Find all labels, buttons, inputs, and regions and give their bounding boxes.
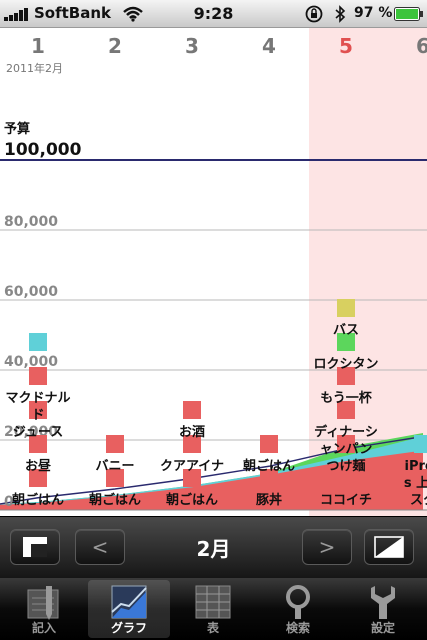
expense-label: ド — [31, 408, 44, 423]
expense-label: ディナーシ — [314, 424, 378, 440]
expense-marker[interactable] — [183, 435, 201, 453]
day-label: 5 — [339, 34, 353, 58]
expense-marker[interactable] — [337, 333, 355, 351]
expense-label: クアアイナ — [160, 459, 224, 474]
expense-label: お昼 — [25, 458, 51, 474]
wifi-icon — [123, 6, 143, 22]
wrench-icon — [371, 586, 395, 619]
signal-strength-icon — [4, 8, 28, 21]
expense-marker[interactable] — [260, 435, 278, 453]
chevron-left-icon: < — [91, 535, 109, 559]
tab-label: 検索 — [285, 621, 310, 635]
day-label: 4 — [262, 34, 276, 58]
bluetooth-icon — [335, 5, 346, 23]
expense-marker[interactable] — [29, 333, 47, 351]
expense-label: スタ — [410, 493, 427, 508]
diagonal-expand-icon — [374, 536, 404, 558]
clock-time: 9:28 — [193, 4, 234, 23]
battery-percent: 97 % — [354, 5, 393, 21]
expense-label: ジュース — [13, 425, 63, 440]
tab-label: グラフ — [110, 621, 147, 635]
tab-bar: 記入 グラフ 表 検索 設定 — [0, 578, 427, 640]
expense-label: ロクシタン — [313, 357, 378, 372]
expense-label: もう一杯 — [320, 390, 373, 406]
y-tick-label: 0 — [4, 494, 14, 510]
expense-marker[interactable] — [29, 469, 47, 487]
expense-marker[interactable] — [414, 469, 427, 487]
month-year-label: 2011年2月 — [6, 61, 63, 75]
month-toolbar: < 2月 > — [0, 516, 427, 578]
expense-label: マクドナル — [5, 391, 70, 406]
collapse-view-button[interactable] — [10, 529, 60, 565]
expense-chart[interactable]: 0 20,000 40,000 60,000 80,000 予算 100,000 1 2 3 4 5 6… — [0, 28, 427, 516]
expense-marker[interactable] — [106, 435, 124, 453]
day-label: 6 — [416, 34, 427, 58]
budget-title: 予算 — [4, 121, 30, 137]
tab-graph[interactable]: グラフ — [88, 580, 170, 638]
tab-label: 設定 — [370, 621, 395, 635]
expense-label: 豚丼 — [256, 492, 282, 508]
expense-label: s 上口 — [404, 476, 427, 491]
expense-marker[interactable] — [337, 299, 355, 317]
expense-marker[interactable] — [337, 435, 355, 453]
expense-marker[interactable] — [337, 367, 355, 385]
day-label: 3 — [185, 34, 199, 58]
expense-label: 朝ごはん — [89, 492, 141, 508]
magnifier-icon — [286, 585, 310, 619]
expand-view-button[interactable] — [364, 529, 414, 565]
expense-label: お酒 — [179, 425, 205, 440]
chevron-right-icon: > — [318, 535, 336, 559]
expense-marker[interactable] — [183, 469, 201, 487]
expense-marker[interactable] — [29, 401, 47, 419]
orientation-lock-icon — [305, 5, 323, 23]
expense-marker[interactable] — [337, 401, 355, 419]
highlighted-day-column — [309, 28, 427, 516]
expense-label: 朝ごはん — [166, 492, 218, 508]
expense-marker[interactable] — [337, 469, 355, 487]
expense-label: バニー — [95, 459, 134, 474]
budget-value-label: 100,000 — [4, 140, 82, 160]
area-series-food — [0, 450, 423, 510]
expense-label: iPres — [405, 459, 427, 474]
expense-label: バス — [333, 323, 359, 338]
pencil-icon — [27, 586, 59, 620]
expense-label: 朝ごはん — [12, 492, 64, 508]
current-month-label: 2月 — [196, 537, 231, 561]
table-grid-icon — [195, 585, 231, 619]
carrier-name: SoftBank — [34, 4, 112, 22]
status-bar: SoftBank 9:28 97 % — [0, 0, 427, 28]
tab-label: 記入 — [31, 621, 56, 635]
expense-marker[interactable] — [106, 469, 124, 487]
tab-search[interactable]: 検索 — [257, 580, 339, 638]
square-corner-icon — [23, 537, 47, 557]
day-label: 1 — [31, 34, 45, 58]
expense-marker[interactable] — [29, 367, 47, 385]
expense-label: 朝ごはん — [243, 458, 295, 474]
y-tick-label: 40,000 — [4, 354, 58, 370]
expense-marker[interactable] — [260, 469, 278, 487]
tab-table[interactable]: 表 — [172, 580, 254, 638]
tab-label: 表 — [206, 621, 219, 635]
battery-icon — [394, 7, 423, 21]
tab-settings[interactable]: 設定 — [342, 580, 424, 638]
next-month-button[interactable]: > — [302, 529, 352, 565]
tab-record[interactable]: 記入 — [3, 580, 85, 638]
expense-marker[interactable] — [414, 435, 427, 453]
expense-marker[interactable] — [183, 401, 201, 419]
chart-icon — [111, 585, 147, 619]
y-tick-label: 80,000 — [4, 214, 58, 230]
expense-marker[interactable] — [29, 435, 47, 453]
previous-month-button[interactable]: < — [75, 529, 125, 565]
expense-label: つけ麺 — [326, 458, 365, 474]
day-label: 2 — [108, 34, 122, 58]
expense-label: ココイチ — [320, 493, 372, 508]
y-tick-label: 60,000 — [4, 284, 58, 300]
expense-label: ャンパン — [320, 442, 373, 457]
